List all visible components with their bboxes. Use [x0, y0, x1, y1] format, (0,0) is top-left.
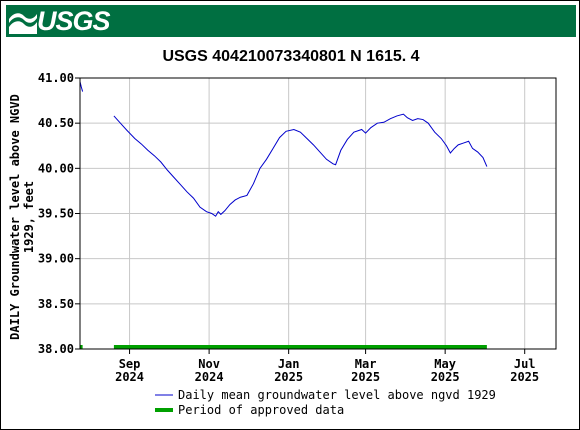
- usgs-wave-icon: [9, 13, 37, 34]
- y-axis-label-line-2: 1929, feet: [22, 181, 36, 253]
- x-tick-label-year: 2025: [351, 370, 380, 384]
- x-axis-ticks: Sep2024Nov2024Jan2025Mar2025May2025Jul20…: [115, 349, 539, 384]
- usgs-logo-text: USGS: [37, 6, 111, 36]
- approved-period-bars: [80, 345, 487, 349]
- y-tick-label: 39.00: [38, 252, 74, 266]
- y-tick-label: 38.00: [38, 342, 74, 356]
- x-tick-label-month: Jan: [278, 357, 300, 371]
- x-tick-label-month: Mar: [355, 357, 377, 371]
- usgs-banner: USGS: [6, 5, 576, 37]
- y-axis-ticks: 41.00 40.50 40.00 39.50 39.00 38.50 38.00: [38, 71, 80, 356]
- legend-label-approved: Period of approved data: [178, 403, 344, 417]
- y-tick-label: 40.00: [38, 161, 74, 175]
- legend-label-series: Daily mean groundwater level above ngvd …: [178, 388, 496, 402]
- grid-lines: [80, 77, 556, 350]
- plot-area: [79, 77, 557, 350]
- x-tick-label-year: 2025: [510, 370, 539, 384]
- groundwater-series: [79, 81, 488, 217]
- y-tick-label: 38.50: [38, 297, 74, 311]
- x-tick-label-year: 2024: [195, 370, 224, 384]
- x-tick-label-year: 2024: [115, 370, 144, 384]
- y-axis-label: DAILY Groundwater level above NGVD 1929,…: [8, 94, 36, 340]
- x-tick-label-year: 2025: [274, 370, 303, 384]
- approved-period-bar: [113, 345, 487, 349]
- x-tick-label-year: 2025: [431, 370, 460, 384]
- x-tick-label-month: Nov: [198, 357, 220, 371]
- approved-period-bar: [80, 345, 83, 349]
- x-tick-label-month: May: [434, 357, 456, 371]
- groundwater-level-line: [113, 113, 488, 217]
- y-axis-label-line-1: DAILY Groundwater level above NGVD: [8, 94, 22, 340]
- y-tick-label: 40.50: [38, 116, 74, 130]
- x-tick-label-month: Sep: [119, 357, 141, 371]
- x-tick-label-month: Jul: [514, 357, 536, 371]
- y-tick-label: 41.00: [38, 71, 74, 85]
- legend: Daily mean groundwater level above ngvd …: [155, 388, 496, 417]
- y-tick-label: 39.50: [38, 207, 74, 221]
- chart-title: USGS 404210073340801 N 1615. 4: [162, 48, 419, 65]
